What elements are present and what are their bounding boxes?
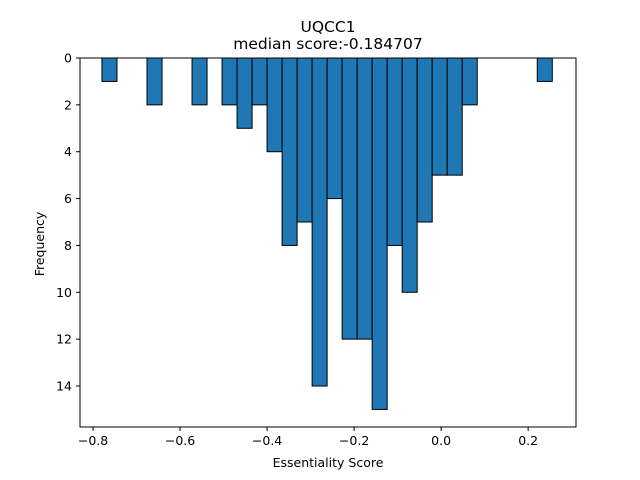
plot-frame [79,57,577,428]
y-tick-label: 10 [56,285,72,300]
x-tick-label: 0.0 [431,433,451,448]
y-tick-label: 0 [64,51,72,66]
x-tick-label: −0.8 [78,433,108,448]
y-tick-label: 4 [64,144,72,159]
histogram-bar [371,57,388,410]
x-tick-label: −0.6 [165,433,195,448]
histogram-bar [191,57,208,106]
y-tick-label: 6 [64,191,72,206]
bars-group [101,57,553,410]
histogram-bar [416,57,433,223]
histogram-bar [281,57,298,246]
histogram-bar [101,57,118,82]
x-tick-label: −0.2 [339,433,369,448]
histogram-bar [311,57,328,387]
histogram-bar [401,57,418,293]
y-tick-label: 8 [64,238,72,253]
histogram-bar [251,57,268,106]
x-axis-ticks: −0.8 −0.6 −0.4 −0.2 0.0 0.2 [78,427,538,448]
chart-title: UQCC1 [300,18,355,36]
y-axis-ticks: 0 2 4 6 8 10 12 14 [56,51,80,394]
histogram-bar [536,57,553,82]
y-tick-label: 12 [56,332,72,347]
chart-subtitle: median score:-0.184707 [233,35,422,53]
y-tick-label: 2 [64,97,72,112]
histogram-bar [431,57,448,176]
axes-frame [79,57,577,428]
y-tick-label: 14 [56,379,72,394]
histogram-bar [386,57,403,246]
x-tick-label: −0.4 [252,433,282,448]
histogram-bar [341,57,358,340]
histogram-bar [461,57,478,106]
histogram-bar [296,57,313,223]
histogram-bar [221,57,238,106]
y-axis-label: Frequency [32,211,47,276]
histogram-bar [326,57,343,200]
histogram-bar [356,57,373,340]
histogram-bar [446,57,463,176]
x-axis-label: Essentiality Score [273,455,384,470]
histogram-bar [236,57,253,129]
histogram-bar [266,57,283,153]
histogram-bar [146,57,163,106]
x-tick-label: 0.2 [518,433,538,448]
